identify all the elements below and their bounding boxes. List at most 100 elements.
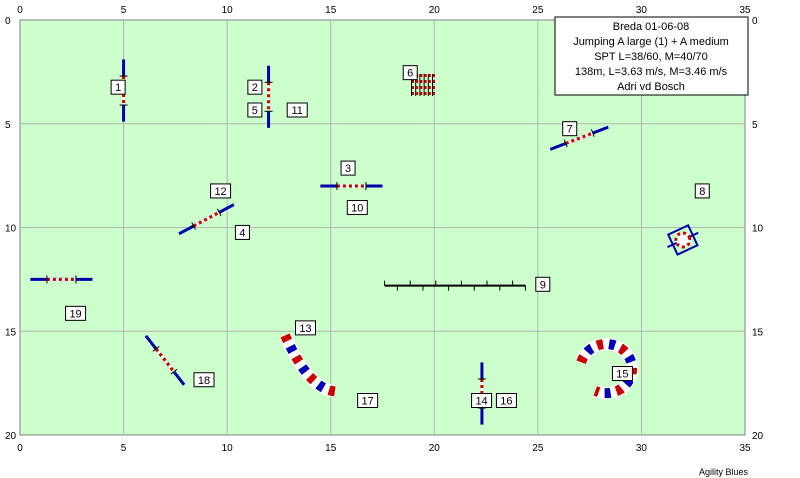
course-number-label: 15 [616,369,628,381]
course-number-18: 18 [193,372,215,388]
jump-stand [152,346,160,352]
jump-5 [549,125,609,151]
jump-pole-stripes [192,211,220,228]
course-number-10: 10 [346,200,368,216]
course-number-box [471,393,493,408]
course-number-label: 2 [252,82,258,94]
jump-7 [144,334,186,386]
jump-4 [178,203,235,236]
course-number-box [495,393,517,408]
x-tick-label-top: 0 [17,5,23,16]
y-tick-label-right: 5 [752,120,758,131]
tire-ring [674,231,692,249]
x-tick-label-bottom: 15 [325,443,337,454]
course-number-label: 4 [239,227,245,239]
course-number-11: 11 [286,102,308,118]
x-tick-label-top: 5 [121,5,127,16]
x-tick-label-bottom: 0 [17,443,23,454]
y-tick-label-left: 5 [5,120,11,131]
tire-obstacle [666,224,699,256]
course-number-label: 16 [500,396,512,408]
course-number-box [402,65,418,81]
info-line-4: 138m, L=3.63 m/s, M=3.46 m/s [575,66,728,78]
course-number-7: 7 [562,121,578,137]
course-number-box [535,276,551,292]
course-number-3: 3 [340,160,356,176]
y-tick-label-left: 10 [5,224,17,235]
course-number-box [562,121,578,137]
course-number-2: 2 [247,79,263,95]
tunnel-15 [575,338,638,400]
course-number-box [295,320,316,336]
x-tick-label-bottom: 25 [532,443,544,454]
jump-stand [170,368,178,375]
course-number-label: 3 [345,163,351,175]
course-number-box [65,305,87,321]
course-number-17: 17 [357,393,379,408]
x-tick-label-bottom: 30 [636,443,648,454]
course-number-12: 12 [210,183,232,199]
info-line-2: Jumping A large (1) + A medium [573,36,729,48]
info-box: Breda 01-06-08 Jumping A large (1) + A m… [554,16,749,96]
jump-pole-stripes [565,131,594,145]
course-number-5: 5 [247,102,263,118]
jump-stand [191,222,196,230]
course-number-label: 5 [252,105,258,117]
x-tick-label-top: 15 [325,5,337,16]
course-number-label: 14 [475,396,487,408]
course-number-label: 7 [567,124,573,136]
course-number-19: 19 [65,305,87,321]
x-tick-label-top: 30 [636,5,648,16]
info-line-3: SPT L=38/60, M=40/70 [594,51,708,63]
tunnel-blue-bands [576,339,637,399]
jump-6 [30,275,93,284]
x-tick-label-bottom: 5 [121,443,127,454]
jump-stand [216,208,222,217]
course-number-6: 6 [402,65,418,81]
x-tick-label-top: 25 [532,5,544,16]
course-number-14: 14 [471,393,493,408]
course-number-box [210,183,232,199]
course-number-label: 9 [540,279,546,291]
course-number-box [346,200,368,216]
tunnel-blue-bands [280,333,336,397]
y-tick-label-left: 20 [5,431,17,442]
jump-stand [590,129,595,137]
course-number-label: 10 [351,203,363,215]
x-tick-label-bottom: 10 [222,443,234,454]
course-number-box [110,79,126,95]
info-line-1: Breda 01-06-08 [613,21,689,33]
course-number-4: 4 [234,224,250,240]
course-number-box [193,372,215,388]
course-number-box [694,183,710,199]
credit-text: Agility Blues [699,467,749,477]
info-line-5: Adri vd Bosch [617,81,685,93]
jump-3 [320,182,383,190]
course-number-box [247,102,263,118]
tire-frame [666,224,699,256]
course-number-box [286,102,308,118]
course-number-box [357,393,379,408]
course-number-label: 13 [299,323,311,335]
course-number-16: 16 [495,393,517,408]
x-tick-label-bottom: 20 [429,443,441,454]
y-tick-label-right: 10 [752,224,764,235]
course-number-label: 17 [362,396,374,408]
x-tick-label-top: 10 [222,5,234,16]
course-number-label: 19 [69,308,81,320]
x-tick-label-top: 35 [739,5,751,16]
obstacles [30,59,699,425]
course-number-box [247,79,263,95]
y-tick-label-left: 15 [5,327,17,338]
y-tick-label-right: 20 [752,431,764,442]
y-tick-label-left: 0 [5,16,11,27]
y-tick-label-right: 0 [752,16,758,27]
course-number-13: 13 [295,320,316,336]
course-number-box [340,160,356,176]
jump-pole-stripes [154,347,176,373]
course-number-label: 11 [292,105,303,117]
course-number-15: 15 [611,366,633,382]
course-number-label: 8 [699,186,705,198]
